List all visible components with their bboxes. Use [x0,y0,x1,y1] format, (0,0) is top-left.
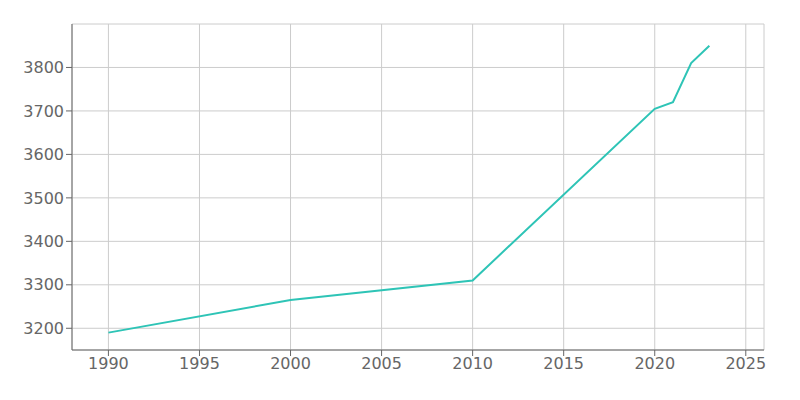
svg-text:3500: 3500 [23,189,64,208]
svg-text:2025: 2025 [725,354,766,373]
svg-text:3300: 3300 [23,275,64,294]
svg-text:2005: 2005 [361,354,402,373]
svg-text:3700: 3700 [23,102,64,121]
svg-text:2000: 2000 [270,354,311,373]
svg-text:2010: 2010 [452,354,493,373]
svg-text:3400: 3400 [23,232,64,251]
svg-text:2015: 2015 [543,354,584,373]
svg-text:3800: 3800 [23,58,64,77]
svg-text:1995: 1995 [179,354,220,373]
svg-text:2020: 2020 [634,354,675,373]
svg-text:3600: 3600 [23,145,64,164]
svg-text:3200: 3200 [23,319,64,338]
svg-text:1990: 1990 [88,354,129,373]
